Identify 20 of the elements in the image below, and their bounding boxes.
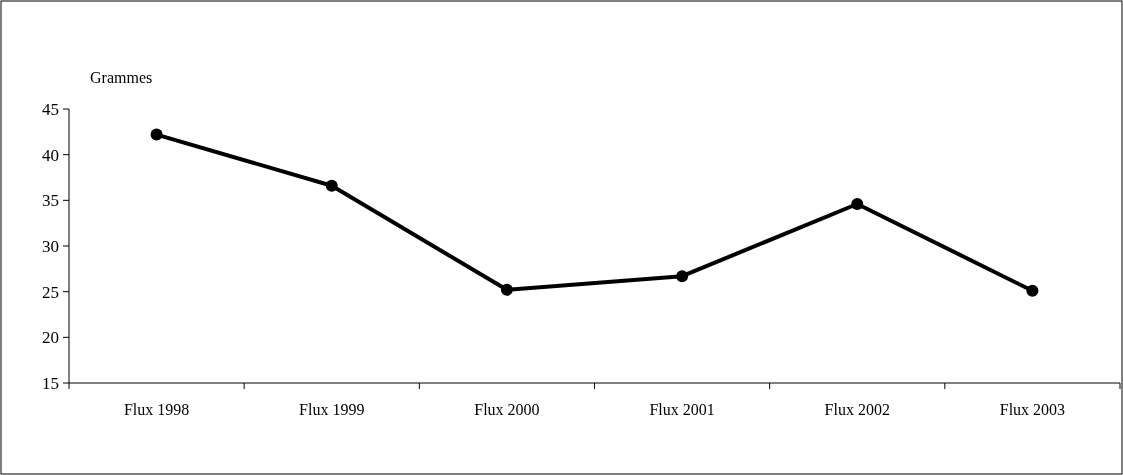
x-tick-label: Flux 2002 — [824, 401, 890, 418]
point — [325, 179, 338, 192]
point — [1026, 284, 1039, 297]
x-tick-label: Flux 2001 — [649, 401, 715, 418]
x-tick-label: Flux 2003 — [999, 401, 1066, 418]
y-tick-label: 30 — [42, 236, 59, 256]
point — [851, 197, 864, 210]
y-tick-label: 45 — [42, 99, 59, 119]
x-tick-label: Flux 1999 — [299, 401, 365, 418]
y-axis-title: Grammes — [90, 69, 153, 86]
x-tick-label: Flux 2000 — [474, 401, 540, 418]
x-tick-label: Flux 1998 — [123, 401, 190, 418]
y-tick-label: 15 — [42, 373, 59, 393]
point — [500, 283, 513, 296]
y-tick-label: 20 — [42, 328, 59, 348]
y-tick-label: 35 — [42, 191, 59, 211]
y-tick-label: 40 — [42, 145, 59, 165]
point — [676, 270, 689, 283]
y-tick-label: 25 — [42, 282, 59, 302]
point — [150, 128, 163, 141]
